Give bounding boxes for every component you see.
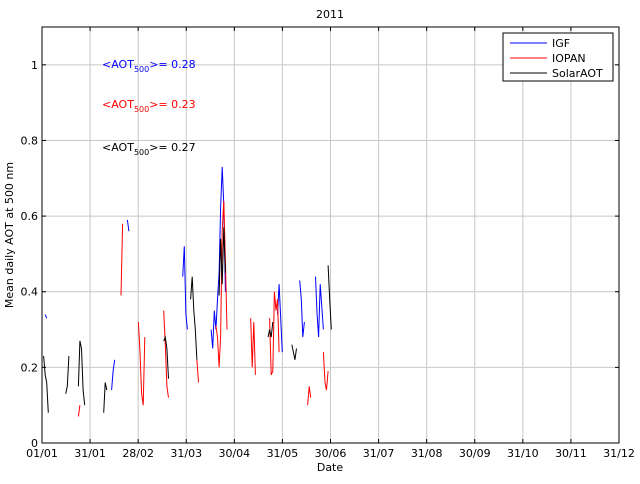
- series-line-segment: [327, 265, 332, 330]
- y-tick-label: 0.4: [21, 286, 39, 299]
- series-iopan: [77, 200, 329, 417]
- mean-aot-annotation: <AOT500>= 0.23: [102, 98, 196, 114]
- series-line-segment: [190, 276, 198, 360]
- mean-aot-annotation: <AOT500>= 0.28: [102, 58, 196, 74]
- series-igf: [44, 166, 324, 391]
- series-line-segment: [315, 276, 324, 338]
- x-tick-label: 30/09: [459, 447, 491, 460]
- series-line-segment: [120, 223, 124, 296]
- series-line-segment: [103, 382, 108, 413]
- y-tick-label: 0.8: [21, 134, 39, 147]
- legend: IGF IOPAN SolarAOT: [502, 32, 614, 82]
- x-axis-label: Date: [317, 461, 344, 474]
- y-axis-label: Mean daily AOT at 500 nm: [3, 162, 16, 308]
- x-tick-label: 31/05: [267, 447, 299, 460]
- x-tick-label: 30/04: [218, 447, 250, 460]
- series-line-segment: [44, 314, 48, 319]
- series-line-segment: [182, 246, 188, 330]
- series-line-segment: [126, 219, 130, 232]
- x-tick-label: 31/12: [603, 447, 635, 460]
- legend-label: IGF: [552, 37, 570, 50]
- x-tick-label: 28/02: [122, 447, 154, 460]
- series-line-segment: [250, 318, 256, 375]
- x-tick-label: 01/01: [26, 447, 58, 460]
- series-line-segment: [269, 291, 280, 376]
- series-line-segment: [163, 310, 169, 398]
- legend-label: IOPAN: [552, 52, 586, 65]
- y-tick-layer: 0 0.2 0.4 0.6 0.8 1: [21, 59, 619, 450]
- series-line-segment: [291, 344, 297, 360]
- series-line-segment: [299, 280, 305, 338]
- y-tick-label: 0.6: [21, 210, 39, 223]
- x-tick-layer: 01/01 31/01 28/02 31/03 30/04 31/05 30/06 31/07…: [26, 27, 635, 460]
- series-solaraot: [43, 227, 332, 413]
- x-tick-label: 31/08: [411, 447, 443, 460]
- series-line-segment: [77, 405, 81, 417]
- series-line-segment: [196, 359, 199, 383]
- series-line-segment: [43, 355, 49, 413]
- x-tick-label: 31/10: [507, 447, 539, 460]
- series-line-segment: [307, 386, 312, 406]
- x-tick-label: 31/01: [74, 447, 106, 460]
- y-tick-label: 0.2: [21, 361, 39, 374]
- series-line-segment: [111, 359, 116, 391]
- series-line-segment: [65, 355, 70, 394]
- series-line-segment: [218, 227, 226, 296]
- series-line-segment: [277, 284, 283, 353]
- series-line-segment: [267, 321, 274, 338]
- annotation-layer: <AOT500>= 0.28 <AOT500>= 0.23 <AOT500>= 0.…: [102, 58, 196, 157]
- series-layer: [43, 166, 332, 417]
- chart-title: 2011: [316, 8, 344, 21]
- series-line-segment: [163, 335, 169, 379]
- x-tick-label: 31/07: [363, 447, 395, 460]
- legend-label: SolarAOT: [552, 67, 603, 80]
- series-line-segment: [137, 321, 146, 406]
- x-tick-label: 30/11: [555, 447, 587, 460]
- series-line-segment: [77, 340, 86, 406]
- x-tick-label: 30/06: [315, 447, 347, 460]
- x-tick-label: 31/03: [170, 447, 202, 460]
- mean-aot-annotation: <AOT500>= 0.27: [102, 141, 196, 157]
- y-tick-label: 0: [31, 437, 38, 450]
- y-tick-label: 1: [31, 59, 38, 72]
- series-line-segment: [210, 166, 226, 349]
- series-line-segment: [322, 352, 329, 391]
